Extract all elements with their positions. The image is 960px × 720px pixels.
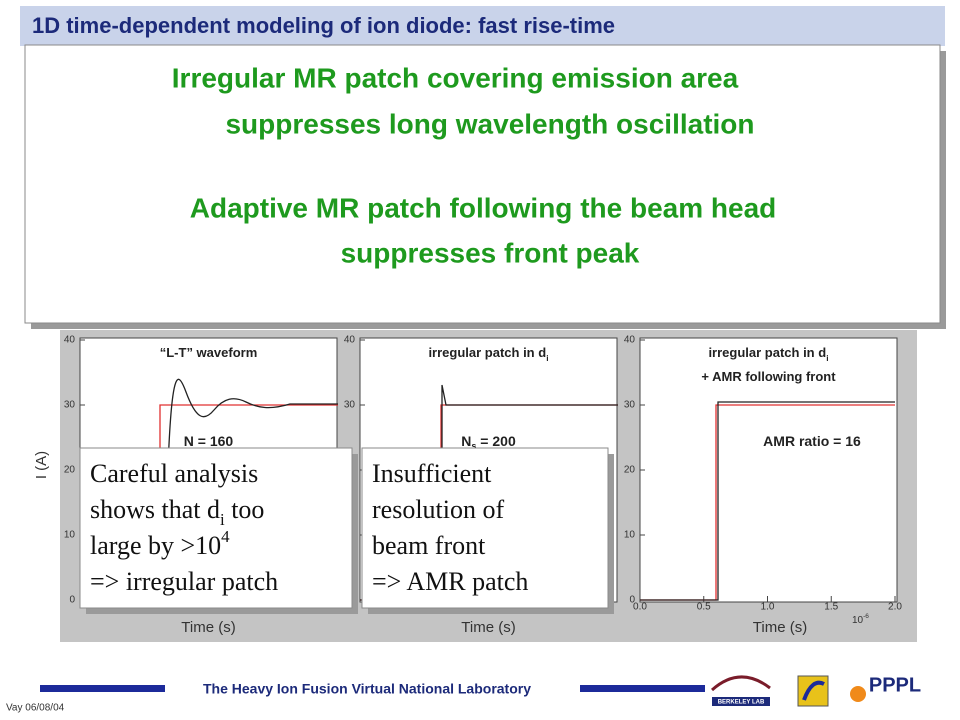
logo-arc [711,675,771,692]
text-segment: = 200 [476,433,516,449]
y-tick-label: 30 [624,400,636,411]
text-segment: => AMR patch [372,567,528,596]
overlay-line: Adaptive MR patch following the beam hea… [190,192,777,223]
callout-box [361,447,609,609]
rich-text: “L-T” waveform [160,345,258,360]
text-segment: shows that d [90,495,220,524]
x-axis-label: Time (s) [461,619,515,636]
y-tick-label: 20 [64,465,76,476]
text-segment: 4 [221,527,230,546]
rich-text: Insufficient [372,459,492,488]
text-segment: N = 160 [184,433,234,449]
rich-text: N = 160 [184,433,234,449]
title-bar [20,6,945,46]
footer-date: Vay 06/08/04 [6,703,65,714]
text-segment: “L-T” waveform [160,345,258,360]
x-tick-label: 1.0 [761,602,775,613]
x-tick-label: 0.0 [633,602,647,613]
rich-text: beam front [372,531,486,560]
callout-box [79,447,353,609]
rich-text: irregular patch in di [428,345,548,363]
text-segment: AMR ratio = 16 [763,433,861,449]
rich-text: 10-6 [852,613,869,625]
text-segment: -6 [863,613,869,620]
footer-bar [40,685,165,692]
y-tick-label: 0 [69,595,75,606]
text-segment: too [225,495,265,524]
rich-text: => irregular patch [90,567,278,596]
text-segment: large by >10 [90,531,221,560]
x-tick-label: 0.5 [697,602,711,613]
y-tick-label: 40 [64,335,76,346]
x-tick-label: 1.5 [824,602,838,613]
rich-text: irregular patch in di [708,345,828,363]
logo-plate [712,697,770,706]
plot-frame [639,337,898,603]
x-axis-label: Time (s) [181,619,235,636]
y-tick-label: 40 [344,335,356,346]
y-tick-label: 0 [629,595,635,606]
text-segment: Careful analysis [90,459,258,488]
text-segment: i [220,510,225,529]
y-tick-label: 30 [344,400,356,411]
y-tick-label: 10 [64,530,76,541]
overlay-box [24,44,941,324]
logos: BERKELEY LAB PPPL [711,674,921,707]
text-segment: Insufficient [372,459,492,488]
slide-title: 1D time-dependent modeling of ion diode:… [32,13,615,38]
simulated-curve [640,401,895,601]
y-tick-label: 40 [624,335,636,346]
text-segment: s [471,441,476,451]
footer-bar [580,685,705,692]
y-axis-label: I (A) [33,451,50,479]
text-segment: resolution of [372,495,504,524]
text-segment: irregular patch in d [428,345,546,360]
text-segment: 10 [852,615,864,626]
text-segment: => irregular patch [90,567,278,596]
y-tick-label: 10 [624,530,636,541]
rich-text: AMR ratio = 16 [763,433,861,449]
text-segment: i [826,353,828,363]
rich-text: + AMR following front [701,369,836,384]
text-segment: i [546,353,548,363]
x-tick-label: 2.0 [888,602,902,613]
rich-text: large by >104 [90,527,230,560]
rich-text: => AMR patch [372,567,528,596]
y-tick-label: 20 [624,465,636,476]
x-axis-label: Time (s) [753,619,807,636]
overlay-line: suppresses front peak [341,237,640,268]
rich-text: shows that di too [90,495,264,529]
text-segment: irregular patch in d [708,345,826,360]
rich-text: Ns = 200 [461,433,516,452]
simulated-curve [80,378,338,601]
footer-text: The Heavy Ion Fusion Virtual National La… [203,681,531,697]
logo-mark [802,680,825,701]
overlay-line: Irregular MR patch covering emission are… [172,62,739,93]
y-tick-label: 30 [64,400,76,411]
text-segment: beam front [372,531,486,560]
overlay-line: suppresses long wavelength oscillation [225,108,754,139]
logo-text: BERKELEY LAB [718,700,765,706]
text-segment: + AMR following front [701,369,836,384]
rich-text: resolution of [372,495,504,524]
logo-sun [850,686,866,702]
logo-text: PPPL [869,674,921,696]
logo-square [797,675,829,707]
rich-text: Careful analysis [90,459,258,488]
text-segment: N [461,433,471,449]
